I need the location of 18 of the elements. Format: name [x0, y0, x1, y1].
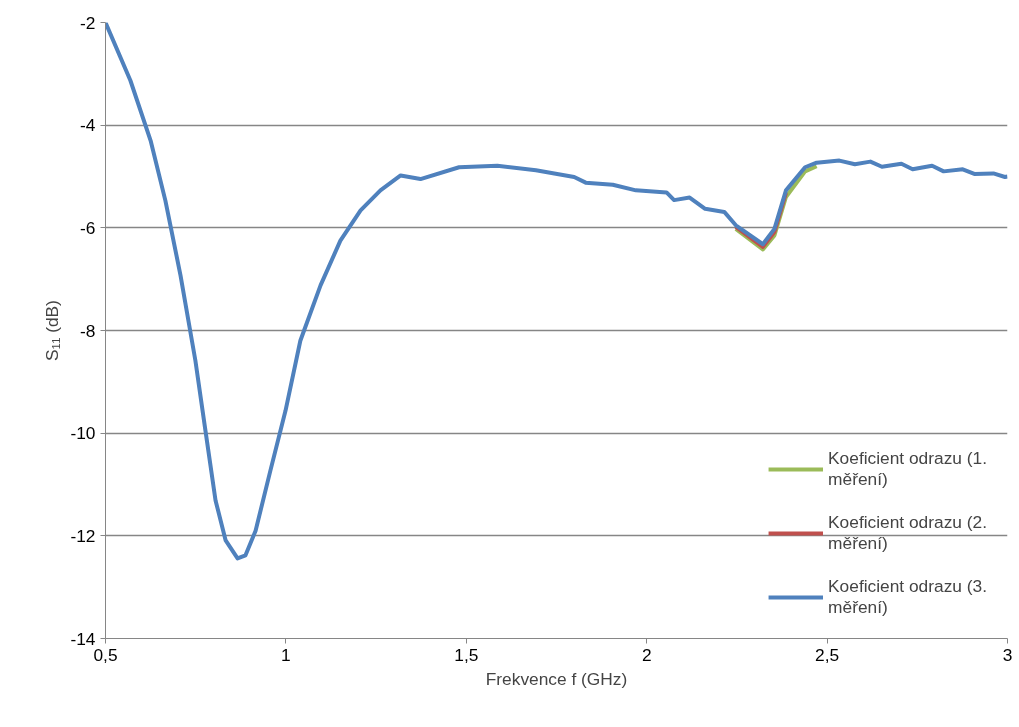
- x-tick-label: 2: [641, 644, 652, 665]
- x-tick-label: 1: [281, 644, 291, 665]
- legend-label: Koeficient odrazu (1. měření): [828, 448, 987, 490]
- x-tick-label: 0,5: [93, 644, 118, 665]
- x-tick-label: 2,5: [815, 644, 840, 665]
- y-tick-label: -6: [80, 217, 96, 238]
- y-tick-label: -12: [70, 525, 96, 546]
- y-tick-label: -4: [80, 115, 96, 136]
- y-tick-label: -10: [70, 423, 96, 444]
- x-axis-title: Frekvence f (GHz): [485, 668, 628, 689]
- y-tick-label: -8: [80, 320, 96, 341]
- y-tick-label: -14: [70, 628, 96, 649]
- legend-label: Koeficient odrazu (3. měření): [828, 576, 987, 618]
- legend-label: Koeficient odrazu (2. měření): [828, 512, 987, 554]
- x-tick-label: 3: [1002, 644, 1013, 665]
- y-tick-label: -2: [80, 12, 96, 33]
- x-tick-label: 1,5: [454, 644, 479, 665]
- y-axis-title: S₁₁ (dB): [42, 300, 63, 361]
